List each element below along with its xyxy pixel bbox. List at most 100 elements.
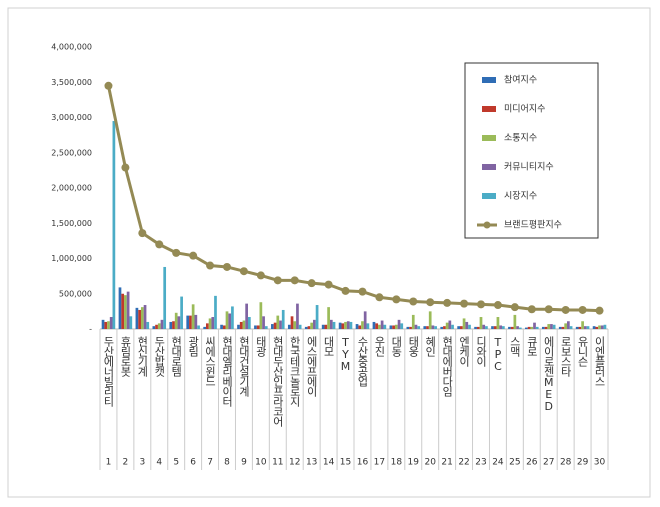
bar — [203, 326, 207, 329]
bar — [583, 326, 587, 329]
bar — [600, 325, 604, 329]
legend-swatch — [482, 106, 496, 112]
bar — [493, 326, 497, 329]
x-tick-label: 큐로 — [525, 336, 538, 356]
bar — [397, 319, 401, 329]
bar — [177, 316, 181, 329]
bar — [152, 326, 156, 329]
bar — [479, 317, 483, 329]
bar — [513, 314, 517, 329]
y-tick-label: 3,500,000 — [51, 78, 92, 87]
bar — [180, 296, 183, 329]
bar — [561, 326, 565, 329]
bar — [140, 307, 144, 329]
bar — [457, 326, 461, 329]
category-number: 29 — [577, 458, 589, 468]
bar — [214, 295, 217, 329]
legend-label: 소통지수 — [504, 133, 537, 144]
x-tick-label: 태광 — [254, 336, 267, 357]
bar — [228, 313, 232, 329]
x-tick-label: 광림 — [187, 336, 200, 357]
bar — [155, 324, 158, 329]
line-marker — [206, 261, 215, 270]
bar — [346, 321, 350, 329]
legend-label: 브랜드평판지수 — [504, 220, 562, 231]
bar — [501, 326, 505, 329]
bar — [281, 309, 285, 329]
legend-swatch — [483, 221, 491, 229]
x-tick-label: 수산중공업 — [356, 336, 369, 387]
bar — [118, 287, 122, 329]
bar — [491, 326, 494, 329]
bar — [256, 325, 260, 329]
x-tick-label: 휴림로봇 — [119, 336, 132, 377]
bar — [206, 323, 209, 329]
x-tick-label: 디와이 — [475, 336, 488, 368]
bar — [383, 324, 387, 329]
y-tick-label: 3,000,000 — [51, 113, 92, 122]
line-marker — [239, 267, 248, 276]
bar — [389, 325, 393, 329]
bar — [259, 302, 263, 329]
bar — [375, 323, 379, 329]
line-marker — [578, 305, 587, 314]
bar — [358, 325, 362, 329]
line-marker — [392, 295, 401, 304]
bar — [163, 266, 167, 329]
x-tick-label: 현대로템 — [170, 336, 183, 377]
category-number: 23 — [475, 458, 486, 468]
bar — [262, 316, 265, 329]
bar — [304, 326, 308, 329]
legend-swatch — [482, 193, 496, 199]
bar — [592, 326, 596, 329]
category-number: 30 — [594, 458, 606, 468]
x-tick-label: 로보스타 — [559, 336, 572, 377]
bar — [344, 321, 347, 329]
category-number: 1 — [106, 458, 112, 468]
bar — [443, 326, 446, 329]
legend-label: 커뮤니티지수 — [504, 162, 554, 173]
category-number: 3 — [139, 458, 145, 468]
category-number: 26 — [526, 458, 538, 468]
bar — [247, 317, 251, 329]
bar — [569, 326, 573, 329]
category-number: 11 — [272, 458, 283, 468]
line-marker — [189, 251, 198, 260]
line-marker — [409, 297, 418, 306]
bar — [394, 324, 398, 329]
line-marker — [595, 306, 604, 315]
bar — [143, 305, 147, 329]
bar — [431, 325, 435, 329]
bar — [434, 326, 437, 329]
bar — [541, 326, 545, 329]
bar — [264, 326, 268, 329]
bar — [552, 324, 556, 329]
bar — [276, 315, 280, 329]
line-marker — [121, 163, 130, 172]
bar — [126, 291, 130, 329]
legend-label: 미디어지수 — [504, 104, 545, 115]
bar — [225, 311, 229, 329]
bar — [208, 318, 212, 329]
x-tick-label: 대동 — [390, 336, 403, 357]
bar — [366, 323, 370, 329]
line-marker — [426, 298, 435, 307]
bar — [169, 321, 173, 329]
x-tick-label: 현대두산인프라코어 — [271, 336, 284, 428]
bar — [440, 326, 444, 329]
bar — [191, 304, 195, 329]
bar — [160, 319, 164, 329]
x-tick-label: 유니슨 — [576, 336, 589, 367]
x-tick-label: TPC — [491, 336, 504, 372]
bar — [411, 314, 415, 329]
bar — [290, 316, 294, 329]
bar — [279, 320, 282, 329]
bar — [380, 320, 384, 329]
legend-label: 시장지수 — [504, 191, 537, 202]
bar — [186, 315, 190, 329]
bar — [332, 321, 336, 329]
bar — [231, 306, 234, 329]
bar — [598, 325, 601, 329]
line-marker — [510, 303, 519, 312]
bar — [363, 311, 367, 329]
